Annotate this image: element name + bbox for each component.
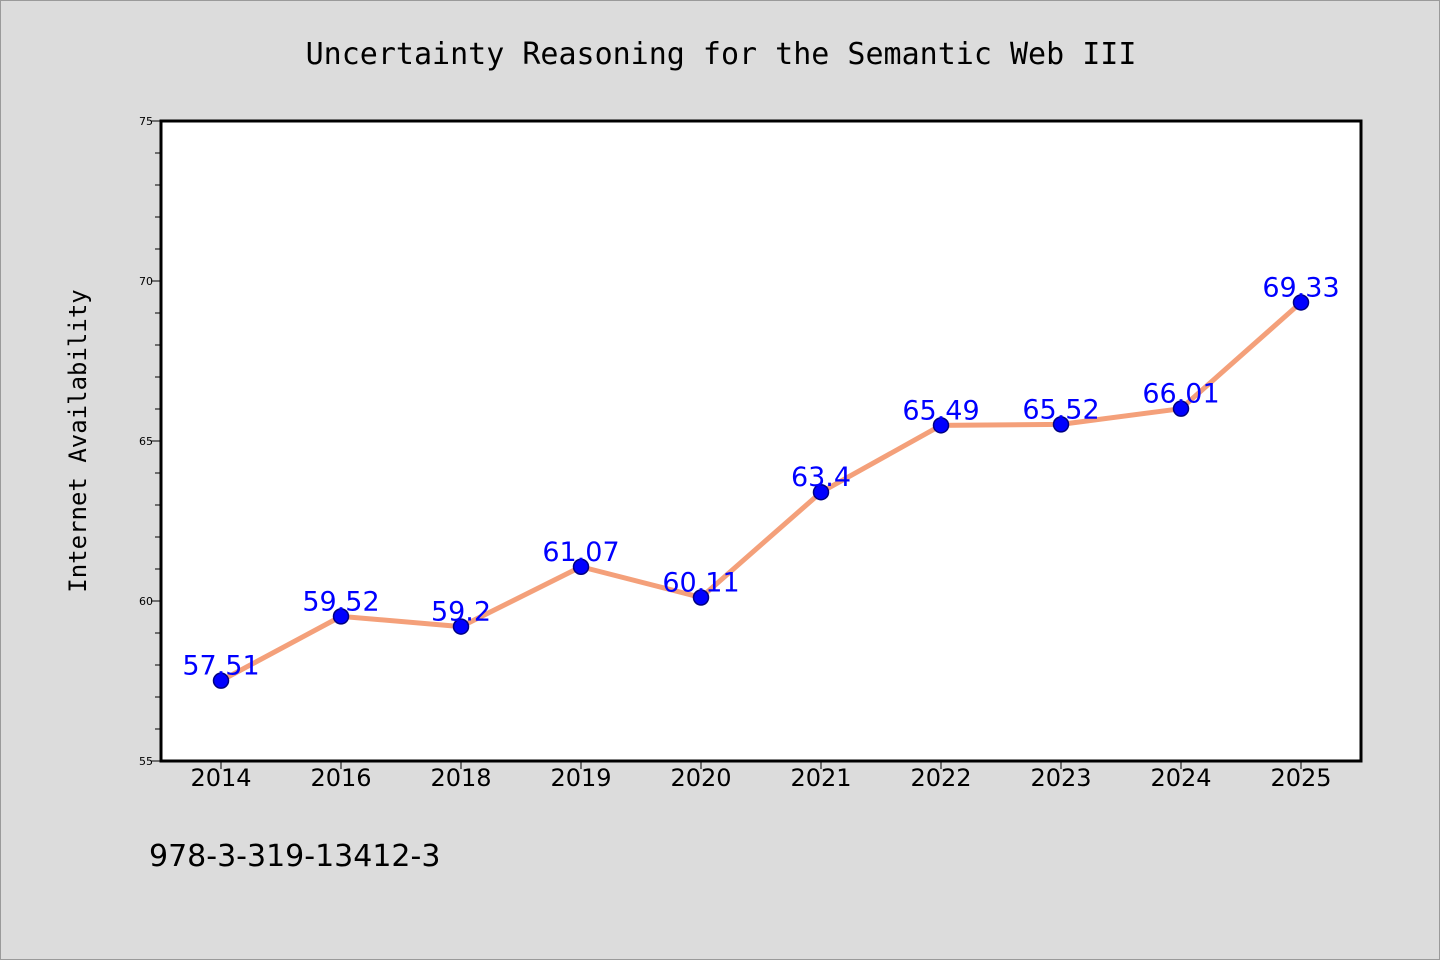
data-point-marker <box>932 417 950 434</box>
x-axis: 2014 2016 2018 2019 2020 2021 2022 2023 2024 2025 <box>190 761 1332 792</box>
series-line-group <box>218 299 1304 684</box>
x-tick-label: 2025 <box>1270 764 1331 792</box>
x-tick-label: 2024 <box>1150 764 1211 792</box>
y-tick-label: 60 <box>139 595 153 608</box>
data-label: 61.07 <box>542 537 619 568</box>
data-label: 59.2 <box>431 597 491 628</box>
data-point-marker <box>212 672 230 689</box>
data-label: 65.52 <box>1022 394 1099 425</box>
y-axis-label: Internet Availability <box>64 289 92 592</box>
data-point-marker <box>332 608 350 625</box>
data-label: 65.49 <box>902 395 979 426</box>
data-label: 63.4 <box>791 462 851 493</box>
series-line <box>218 299 1304 684</box>
data-point-marker <box>452 618 470 635</box>
data-point-marker <box>812 483 830 501</box>
x-tick-label: 2019 <box>550 764 611 792</box>
data-point-marker <box>1052 416 1070 433</box>
x-tick-label: 2020 <box>670 764 731 792</box>
data-markers <box>212 294 1310 689</box>
y-tick-label: 65 <box>139 435 153 448</box>
data-label: 57.51 <box>182 651 259 682</box>
data-point-marker <box>572 558 590 576</box>
data-point-marker <box>1292 294 1310 311</box>
x-tick-label: 2023 <box>1030 764 1091 792</box>
data-label: 60.11 <box>662 567 739 598</box>
data-labels: 57.51 59.52 59.2 61.07 60.11 63.4 65.49 65.52 66… <box>182 272 1339 681</box>
x-tick-label: 2021 <box>790 764 851 792</box>
x-tick-label: 2016 <box>310 764 371 792</box>
data-label: 59.52 <box>302 586 379 617</box>
plot-area <box>159 119 1363 763</box>
y-tick-label: 55 <box>139 755 153 768</box>
y-tick-label: 75 <box>139 115 153 128</box>
y-axis: 55 60 65 70 75 <box>139 115 160 768</box>
data-label: 66.01 <box>1142 379 1219 410</box>
x-tick-label: 2014 <box>190 764 251 792</box>
chart-title: Uncertainty Reasoning for the Semantic W… <box>306 37 1137 72</box>
footnote-isbn: 978-3-319-13412-3 <box>149 839 440 874</box>
x-tick-label: 2022 <box>910 764 971 792</box>
data-label: 69.33 <box>1262 272 1339 303</box>
data-point-marker <box>1172 400 1190 417</box>
x-tick-label: 2018 <box>430 764 491 792</box>
y-tick-label: 70 <box>139 275 153 288</box>
data-point-marker <box>692 589 710 606</box>
